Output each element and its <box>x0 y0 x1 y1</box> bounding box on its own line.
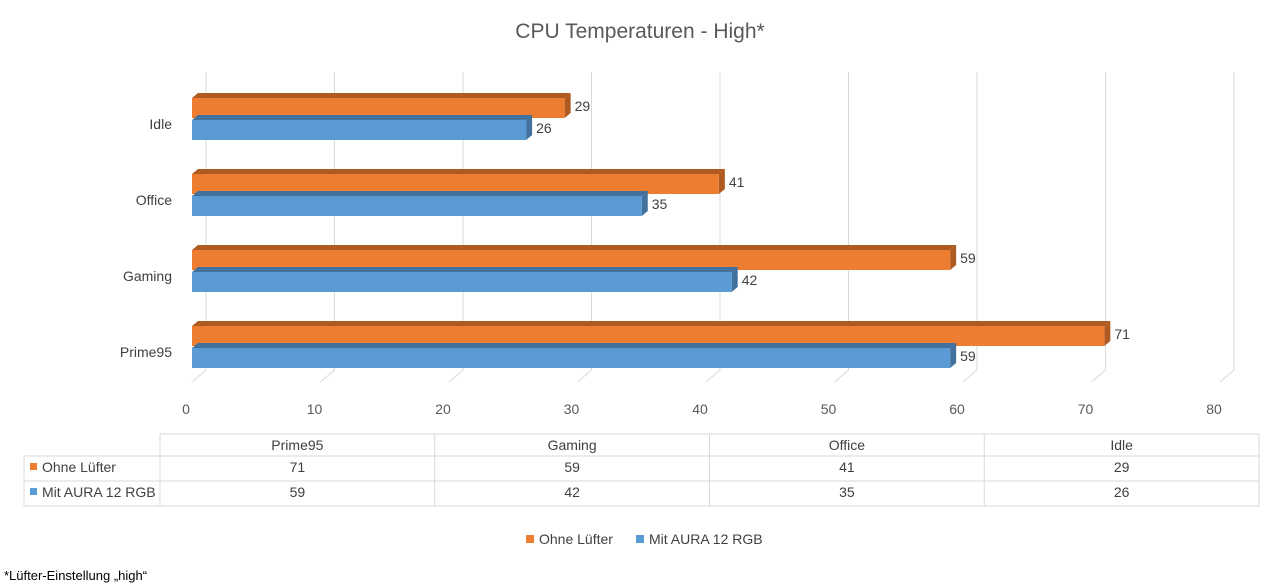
bar-top-face <box>192 343 957 348</box>
data-label: 29 <box>575 98 591 114</box>
bar-side-face <box>950 245 957 270</box>
bar-side-face <box>641 191 648 216</box>
data-label: 35 <box>652 196 668 212</box>
x-tick-label: 10 <box>307 401 323 417</box>
chart-title: CPU Temperaturen - High* <box>515 20 764 43</box>
x-tick-label: 30 <box>564 401 580 417</box>
legend: Ohne Lüfter Mit AURA 12 RGB <box>526 531 763 547</box>
bar-top-face <box>192 267 738 272</box>
table-row-header: Ohne Lüfter <box>42 459 116 475</box>
bar-top-face <box>192 245 957 250</box>
table-legend-key <box>30 488 37 495</box>
table-cell: 29 <box>1114 459 1130 475</box>
x-tick-label: 20 <box>435 401 451 417</box>
bar <box>192 267 738 292</box>
table-cell: 41 <box>839 459 855 475</box>
x-tick-label: 40 <box>692 401 708 417</box>
bar-side-face <box>1104 321 1111 346</box>
legend-entry: Mit AURA 12 RGB <box>649 531 763 547</box>
legend-entry: Ohne Lüfter <box>539 531 613 547</box>
bars: 29 26 41 35 59 42 71 59 <box>192 93 1130 368</box>
data-label: 71 <box>1114 326 1130 342</box>
data-label: 41 <box>729 174 745 190</box>
gridline-floor <box>191 369 207 383</box>
bar-top-face <box>192 115 533 120</box>
bar <box>192 191 648 216</box>
table-legend-key <box>30 463 37 470</box>
x-tick-label: 0 <box>182 401 190 417</box>
bar-front-face <box>192 348 951 368</box>
category-labels: Idle Office Gaming Prime95 <box>120 116 172 360</box>
bar-front-face <box>192 326 1105 346</box>
footnote: *Lüfter-Einstellung „high“ <box>4 568 148 583</box>
gridline-floor <box>962 369 978 383</box>
category-label: Gaming <box>123 268 172 284</box>
x-tick-label: 60 <box>949 401 965 417</box>
gridline-floor <box>448 369 464 383</box>
table-column-header: Idle <box>1110 437 1133 453</box>
bar-side-face <box>526 115 533 140</box>
data-label: 59 <box>960 250 976 266</box>
bar-front-face <box>192 120 527 140</box>
table-cell: 35 <box>839 484 855 500</box>
bar <box>192 115 533 140</box>
gridline-floor <box>1219 369 1235 383</box>
x-axis-ticks: 0 10 20 30 40 50 60 70 80 <box>182 401 1222 417</box>
table-column-header: Gaming <box>548 437 597 453</box>
table-row-header: Mit AURA 12 RGB <box>42 484 156 500</box>
bar-top-face <box>192 191 648 196</box>
data-label: 42 <box>742 272 758 288</box>
gridline-floor <box>1091 369 1106 383</box>
bar-front-face <box>192 272 732 292</box>
category-label: Office <box>136 192 173 208</box>
category-label: Idle <box>149 116 172 132</box>
bar <box>192 321 1111 346</box>
bar <box>192 169 725 194</box>
bar <box>192 245 957 270</box>
table-cell: 59 <box>290 484 306 500</box>
bar-front-face <box>192 196 642 216</box>
bar <box>192 93 571 118</box>
category-label: Prime95 <box>120 344 172 360</box>
table-cell: 42 <box>564 484 580 500</box>
bar-front-face <box>192 250 951 270</box>
legend-marker <box>636 535 644 543</box>
data-label: 26 <box>536 120 552 136</box>
table-column-header: Prime95 <box>271 437 323 453</box>
table-cell: 59 <box>564 459 580 475</box>
x-tick-label: 50 <box>821 401 837 417</box>
bar-side-face <box>564 93 571 118</box>
gridline-floor <box>320 369 335 383</box>
x-tick-label: 80 <box>1206 401 1222 417</box>
gridline-floor <box>705 369 721 383</box>
bar-front-face <box>192 174 719 194</box>
bar-side-face <box>950 343 957 368</box>
gridlines <box>191 72 1235 383</box>
bar-front-face <box>192 98 565 118</box>
bar <box>192 343 957 368</box>
x-tick-label: 70 <box>1078 401 1094 417</box>
table-column-header: Office <box>829 437 866 453</box>
legend-marker <box>526 535 534 543</box>
bar-side-face <box>731 267 738 292</box>
bar-top-face <box>192 169 725 174</box>
gridline-floor <box>577 369 592 383</box>
bar-top-face <box>192 93 571 98</box>
bar-side-face <box>718 169 725 194</box>
data-table: Prime95 Gaming Office Idle Ohne Lüfter 71 59 41… <box>23 433 1260 507</box>
bar-top-face <box>192 321 1111 326</box>
table-cell: 26 <box>1114 484 1130 500</box>
table-cell: 71 <box>290 459 306 475</box>
gridline-floor <box>834 369 849 383</box>
data-label: 59 <box>960 348 976 364</box>
